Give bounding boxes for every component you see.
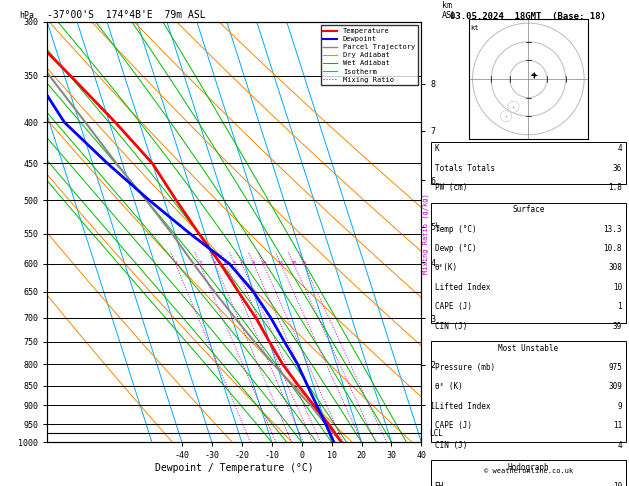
Text: 6: 6 xyxy=(240,261,243,266)
Text: 5: 5 xyxy=(233,261,236,266)
Text: -37°00'S  174°4B'E  79m ASL: -37°00'S 174°4B'E 79m ASL xyxy=(47,10,206,20)
Text: Mixing Ratio (g/kg): Mixing Ratio (g/kg) xyxy=(423,193,429,274)
Text: © weatheronline.co.uk: © weatheronline.co.uk xyxy=(484,468,573,474)
Text: Lifted Index: Lifted Index xyxy=(435,283,490,292)
Text: 8: 8 xyxy=(252,261,255,266)
Text: 4: 4 xyxy=(224,261,227,266)
Text: θᴱ (K): θᴱ (K) xyxy=(435,382,462,392)
Legend: Temperature, Dewpoint, Parcel Trajectory, Dry Adiabat, Wet Adiabat, Isotherm, Mi: Temperature, Dewpoint, Parcel Trajectory… xyxy=(321,25,418,86)
Text: Pressure (mb): Pressure (mb) xyxy=(435,363,495,372)
Text: 25: 25 xyxy=(301,261,307,266)
Text: 03.05.2024  18GMT  (Base: 18): 03.05.2024 18GMT (Base: 18) xyxy=(450,12,606,21)
Text: 9: 9 xyxy=(618,402,622,411)
Text: 10.8: 10.8 xyxy=(604,244,622,253)
Text: 10: 10 xyxy=(260,261,267,266)
Text: Surface: Surface xyxy=(512,205,545,214)
Text: Totals Totals: Totals Totals xyxy=(435,164,495,173)
Text: Hodograph: Hodograph xyxy=(508,463,549,472)
Text: CAPE (J): CAPE (J) xyxy=(435,302,472,312)
Text: km
ASL: km ASL xyxy=(442,1,457,20)
Text: 20: 20 xyxy=(291,261,297,266)
Text: +: + xyxy=(504,114,508,119)
Text: PW (cm): PW (cm) xyxy=(435,183,467,192)
X-axis label: Dewpoint / Temperature (°C): Dewpoint / Temperature (°C) xyxy=(155,463,314,473)
Text: 2: 2 xyxy=(198,261,201,266)
Text: 11: 11 xyxy=(613,421,622,431)
Text: Temp (°C): Temp (°C) xyxy=(435,225,476,234)
Text: 36: 36 xyxy=(613,164,622,173)
Text: CIN (J): CIN (J) xyxy=(435,441,467,450)
Text: 1: 1 xyxy=(618,302,622,312)
Text: K: K xyxy=(435,144,439,154)
Text: 308: 308 xyxy=(608,263,622,273)
Text: Most Unstable: Most Unstable xyxy=(498,344,559,353)
Text: LCL: LCL xyxy=(429,429,443,438)
Text: 13.3: 13.3 xyxy=(604,225,622,234)
Text: 10: 10 xyxy=(613,482,622,486)
Text: Lifted Index: Lifted Index xyxy=(435,402,490,411)
Text: 4: 4 xyxy=(618,441,622,450)
Text: 15: 15 xyxy=(277,261,284,266)
Text: 39: 39 xyxy=(613,322,622,331)
Text: CIN (J): CIN (J) xyxy=(435,322,467,331)
Text: hPa: hPa xyxy=(19,11,34,20)
Text: θᴱ(K): θᴱ(K) xyxy=(435,263,458,273)
Text: 975: 975 xyxy=(608,363,622,372)
Text: Dewp (°C): Dewp (°C) xyxy=(435,244,476,253)
Text: 309: 309 xyxy=(608,382,622,392)
Text: 1: 1 xyxy=(174,261,177,266)
Text: EH: EH xyxy=(435,482,444,486)
Text: 1.8: 1.8 xyxy=(608,183,622,192)
Text: kt: kt xyxy=(470,25,479,31)
Text: 4: 4 xyxy=(618,144,622,154)
Text: 10: 10 xyxy=(613,283,622,292)
Text: +: + xyxy=(512,104,515,109)
Text: CAPE (J): CAPE (J) xyxy=(435,421,472,431)
Text: 3: 3 xyxy=(213,261,216,266)
